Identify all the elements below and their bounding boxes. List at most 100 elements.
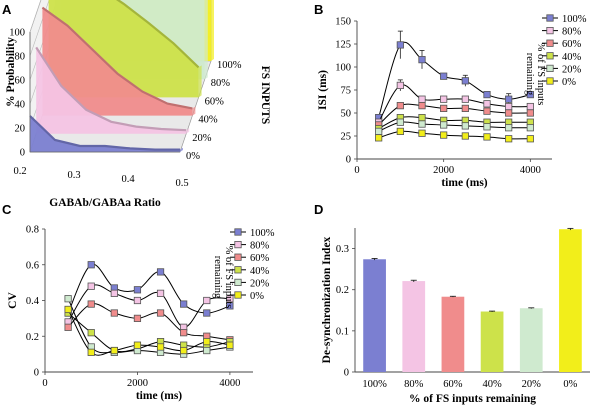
x-tick-label: 0 bbox=[42, 378, 47, 389]
bar-80pct bbox=[402, 281, 426, 372]
y-tick-label: 0.4 bbox=[26, 296, 40, 307]
y-tick-label: 0.2 bbox=[336, 285, 349, 296]
legend-label: 0% bbox=[250, 291, 264, 302]
series-80pct-point bbox=[203, 296, 211, 305]
panel-d-desync-bar-chart: 0 0.1 0.2 0.3 100% 80% 60% 40% 20% 0% % of FS inpu… bbox=[321, 227, 590, 405]
series-20pct-point bbox=[396, 118, 404, 126]
series-0pct-point bbox=[526, 135, 534, 143]
legend-marker bbox=[546, 64, 554, 72]
x-tick-label: 0.5 bbox=[175, 178, 188, 189]
x-tick-label: 60% bbox=[443, 379, 463, 390]
y-tick-label: 100 bbox=[9, 28, 25, 39]
series-80pct-point bbox=[505, 102, 513, 111]
legend-marker bbox=[546, 26, 554, 35]
series-60pct-point bbox=[461, 104, 469, 112]
series-100pct-point bbox=[133, 286, 142, 294]
series-100pct-point bbox=[180, 300, 188, 308]
legend-title-line-1: % of FS inputs bbox=[535, 43, 546, 106]
y-tick-label: 0.3 bbox=[336, 244, 349, 255]
legend-marker bbox=[546, 39, 554, 47]
series-80pct-point bbox=[483, 100, 491, 108]
x-tick-label: 0% bbox=[563, 379, 577, 390]
legend-marker bbox=[234, 291, 242, 299]
depth-tick-label: 60% bbox=[205, 96, 225, 107]
x-axis-title: time (ms) bbox=[136, 390, 182, 402]
legend-label: 80% bbox=[250, 241, 270, 252]
area-layer-side bbox=[186, 128, 190, 134]
series-0pct-point bbox=[87, 348, 95, 356]
panel-label-a: A bbox=[2, 2, 12, 17]
panel-label-c: C bbox=[2, 202, 12, 217]
bar-40pct bbox=[480, 311, 504, 372]
series-100pct-point bbox=[226, 302, 234, 310]
panel-a-3d-probability-chart: 0 20 40 60 80 100 0.2 0.3 0.4 0.5 100% 80% 60% 40% 20%… bbox=[5, 0, 271, 209]
panel-b-isi-line-chart: 0 25 50 75 100 125 150 0 2000 4000 time (ms) ISI (m… bbox=[317, 14, 587, 189]
y-tick-label: 0 bbox=[346, 155, 351, 166]
series-0pct-point bbox=[440, 131, 448, 139]
series-60pct-point bbox=[440, 104, 448, 112]
panel-c-cv-line-chart: 0 0.2 0.4 0.6 0.8 0 2000 4000 time (ms) CV 100% 80%… bbox=[7, 225, 275, 403]
series-100pct-point bbox=[483, 91, 491, 99]
y-tick-label: 0.1 bbox=[336, 326, 349, 337]
legend-marker bbox=[234, 240, 242, 249]
area-layer-60pct bbox=[42, 7, 193, 116]
series-20pct-point bbox=[483, 123, 491, 131]
x-axis-title: % of FS inputs remaining bbox=[409, 393, 536, 405]
area-layer-edge bbox=[29, 115, 180, 151]
x-tick-label: 4000 bbox=[520, 165, 541, 176]
series-80pct-point bbox=[87, 282, 95, 290]
series-80pct-point bbox=[226, 295, 234, 303]
legend-label: 40% bbox=[562, 52, 582, 63]
series-100pct-point bbox=[156, 268, 165, 276]
series-0pct-point bbox=[418, 129, 426, 137]
series-100pct-point bbox=[461, 77, 469, 85]
y-tick-label: 125 bbox=[335, 40, 351, 51]
area-layer-side bbox=[192, 106, 196, 116]
y-axis-title: De-synchronization Index bbox=[321, 236, 333, 363]
series-100pct-point bbox=[505, 95, 513, 103]
series-60pct-point bbox=[64, 323, 72, 331]
area-layer-side bbox=[180, 147, 183, 152]
series-0pct-point bbox=[110, 346, 118, 355]
y-axis-title: CV bbox=[7, 292, 19, 309]
area-layer-edge bbox=[35, 46, 187, 132]
legend-label: 40% bbox=[250, 266, 270, 277]
series-0pct-point bbox=[483, 133, 491, 141]
legend-label: 60% bbox=[562, 39, 582, 50]
series-40pct-point bbox=[418, 114, 426, 122]
series-20pct-point bbox=[375, 127, 383, 135]
x-tick-label: 100% bbox=[362, 379, 387, 390]
legend-label: 100% bbox=[250, 228, 275, 239]
series-100pct-point bbox=[396, 41, 404, 49]
legend-marker bbox=[546, 14, 554, 22]
series-60pct-point bbox=[526, 109, 534, 117]
series-80pct-point bbox=[461, 95, 469, 103]
y-tick-label: 0.6 bbox=[26, 260, 39, 271]
x-tick-label: 2000 bbox=[433, 165, 454, 176]
series-100pct-point bbox=[418, 56, 426, 64]
legend-label: 60% bbox=[250, 253, 270, 264]
y-tick-label: 20 bbox=[15, 124, 26, 135]
series-60pct-point bbox=[396, 102, 404, 110]
series-40pct-point bbox=[87, 329, 95, 337]
y-axis-title: ISI (ms) bbox=[317, 70, 329, 110]
series-100pct-point bbox=[440, 72, 448, 80]
panel-label-b: B bbox=[314, 2, 323, 17]
legend-title-line-2: remaining bbox=[212, 256, 223, 299]
legend-title-line-2: remaining bbox=[524, 53, 535, 96]
y-tick-label: 0 bbox=[34, 368, 39, 379]
y-tick-label: 0 bbox=[344, 368, 349, 379]
wall-gridline bbox=[29, 0, 42, 33]
y-tick-label: 0 bbox=[20, 148, 25, 159]
depth-axis-title: FS INPUTS bbox=[259, 66, 271, 124]
x-tick-label: 80% bbox=[404, 379, 424, 390]
series-0pct-point bbox=[180, 346, 188, 355]
x-tick-label: 2000 bbox=[127, 378, 148, 389]
bar-100pct bbox=[363, 259, 386, 372]
legend-title-line-1: % of FS inputs bbox=[223, 246, 234, 309]
x-tick-label: 20% bbox=[522, 379, 542, 390]
legend-label: 100% bbox=[562, 14, 587, 25]
x-axis-title: time (ms) bbox=[441, 177, 487, 189]
legend-marker bbox=[234, 278, 242, 287]
